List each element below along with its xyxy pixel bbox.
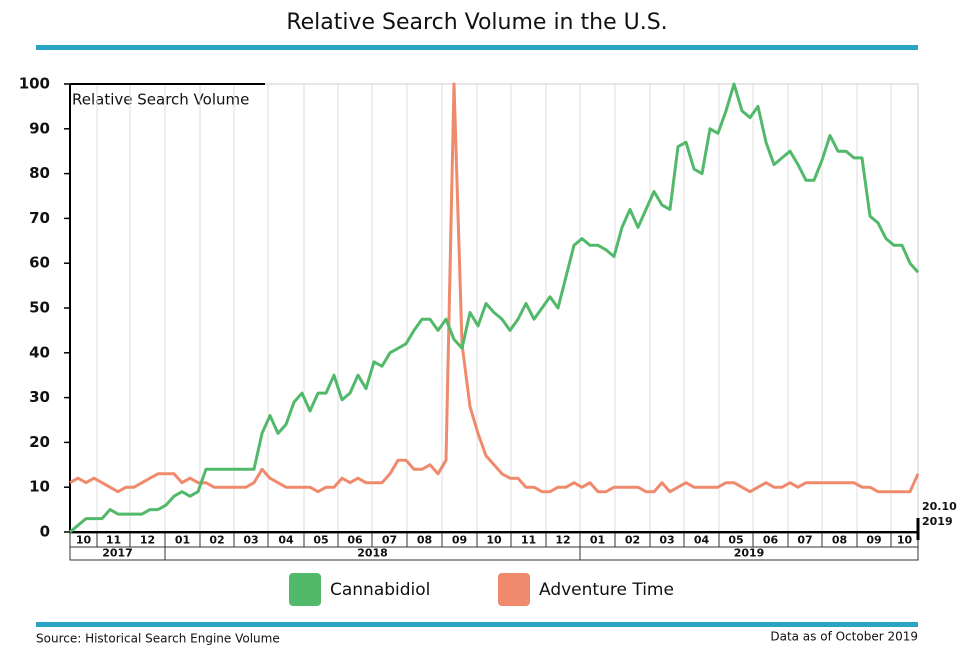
x-tick-label: 01: [590, 534, 605, 547]
x-tick-label: 05: [313, 534, 328, 547]
x-tick-label: 12: [555, 534, 570, 547]
x-tick-label: 06: [347, 534, 363, 547]
x-tick-label: 08: [417, 534, 432, 547]
source: Source: Historical Search Engine Volume: [36, 632, 280, 646]
y-tick-label: 0: [40, 523, 50, 541]
end-date: 20.10: [922, 500, 957, 513]
x-tick-label: 03: [243, 534, 258, 547]
y-tick-label: 30: [29, 388, 50, 406]
year-label: 2018: [357, 547, 388, 560]
series-line: [69, 82, 920, 494]
x-tick-label: 04: [694, 534, 710, 547]
series-line: [69, 82, 920, 534]
x-tick-label: 02: [625, 534, 640, 547]
note: Data as of October 2019: [770, 630, 918, 644]
y-tick-label: 50: [29, 299, 50, 317]
x-tick-label: 09: [452, 534, 467, 547]
x-tick-label: 10: [486, 534, 502, 547]
end-year: 2019: [922, 515, 953, 528]
x-tick-label: 11: [106, 534, 121, 547]
x-tick-label: 03: [659, 534, 674, 547]
y-axis-label: Relative Search Volume: [72, 91, 249, 109]
x-tick-label: 05: [728, 534, 743, 547]
y-tick-label: 80: [29, 164, 50, 182]
year-label: 2017: [102, 547, 133, 560]
y-tick-label: 70: [29, 209, 50, 227]
x-tick-label: 08: [832, 534, 847, 547]
x-tick-label: 11: [521, 534, 536, 547]
title-rule: [36, 45, 918, 50]
x-tick-label: 10: [76, 534, 92, 547]
x-tick-label: 04: [278, 534, 294, 547]
y-tick-label: 100: [19, 75, 50, 93]
legend-swatch: [498, 573, 530, 606]
legend-swatch: [289, 573, 321, 606]
y-tick-label: 90: [29, 119, 50, 137]
x-tick-label: 12: [140, 534, 155, 547]
x-tick-label: 07: [382, 534, 397, 547]
x-tick-label: 09: [866, 534, 881, 547]
year-cell: [579, 546, 919, 561]
year-label: 2019: [734, 547, 765, 560]
x-tick-label: 02: [209, 534, 224, 547]
y-tick-label: 20: [29, 433, 50, 451]
y-tick-label: 60: [29, 254, 50, 272]
legend-label: Cannabidiol: [330, 580, 430, 600]
y-tick-label: 10: [29, 478, 50, 496]
x-tick-label: 07: [797, 534, 812, 547]
x-tick-label: 06: [763, 534, 779, 547]
x-tick-label: 01: [175, 534, 190, 547]
x-tick-label: 10: [897, 534, 913, 547]
chart-title: Relative Search Volume in the U.S.: [286, 10, 667, 35]
legend-label: Adventure Time: [539, 580, 674, 600]
y-tick-label: 40: [29, 343, 50, 361]
footer-rule: [36, 622, 918, 627]
